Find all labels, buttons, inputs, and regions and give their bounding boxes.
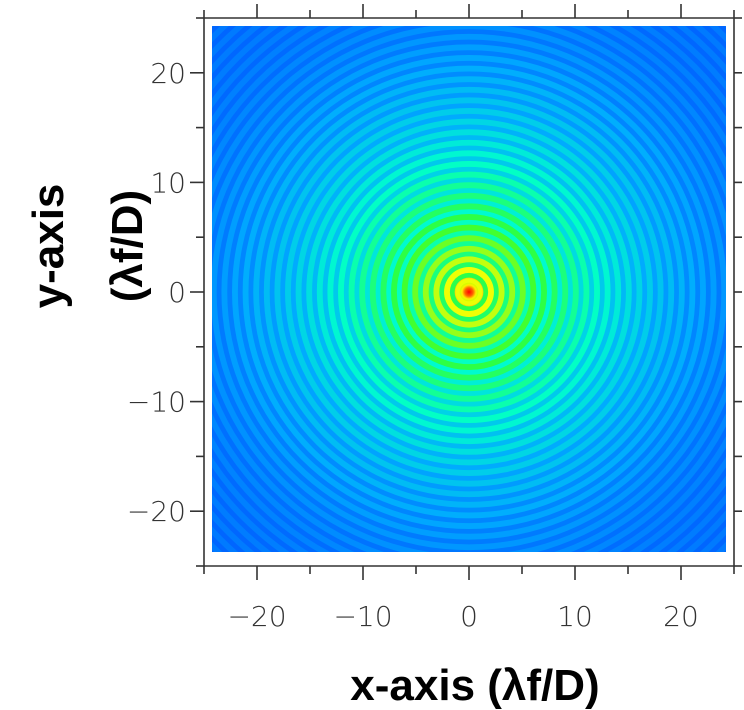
heatmap-plot-area <box>212 26 726 552</box>
x-tick-label: 20 <box>663 600 699 633</box>
y-tick-label: 20 <box>150 57 186 90</box>
y-axis-title-line2: (λf/D) <box>103 190 152 302</box>
y-axis-title-line1: y-axis <box>24 184 73 309</box>
x-tick-label: 0 <box>460 600 478 633</box>
x-tick-label: −10 <box>333 600 392 633</box>
x-axis-title: x-axis (λf/D) <box>350 661 599 710</box>
y-tick-label: 10 <box>150 166 186 199</box>
x-tick-label: −20 <box>227 600 286 633</box>
y-tick-label: −10 <box>127 386 186 419</box>
y-tick-label: 0 <box>168 276 186 309</box>
airy-disk-peak <box>459 282 479 302</box>
y-tick-label: −20 <box>127 495 186 528</box>
axes <box>190 4 742 580</box>
tick-labels: −20 −10 0 10 20 −20 −10 0 10 20 <box>127 57 699 633</box>
x-tick-label: 10 <box>557 600 593 633</box>
